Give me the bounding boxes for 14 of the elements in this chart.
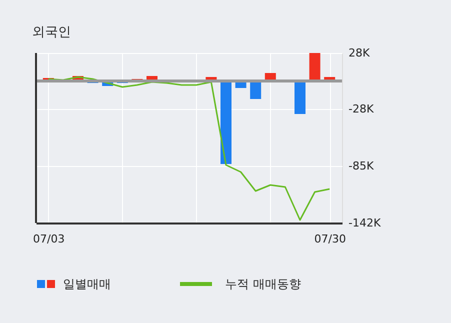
y-tick-label: 28K [348, 46, 370, 60]
y-tick-label: -85K [348, 160, 374, 172]
y-tick-label: -142K [348, 216, 382, 230]
bar [309, 53, 320, 81]
legend-label: 누적 매매동향 [225, 277, 301, 291]
y-tick-label: -28K [348, 102, 374, 116]
line-series [48, 76, 330, 221]
chart-title: 외국인 [32, 25, 71, 40]
x-tick-label: 07/30 [314, 232, 346, 246]
bar [294, 81, 306, 114]
legend-label: 일별매매 [63, 277, 111, 291]
bar [220, 81, 232, 164]
bar [250, 81, 262, 99]
x-tick-label: 07/03 [33, 232, 65, 246]
